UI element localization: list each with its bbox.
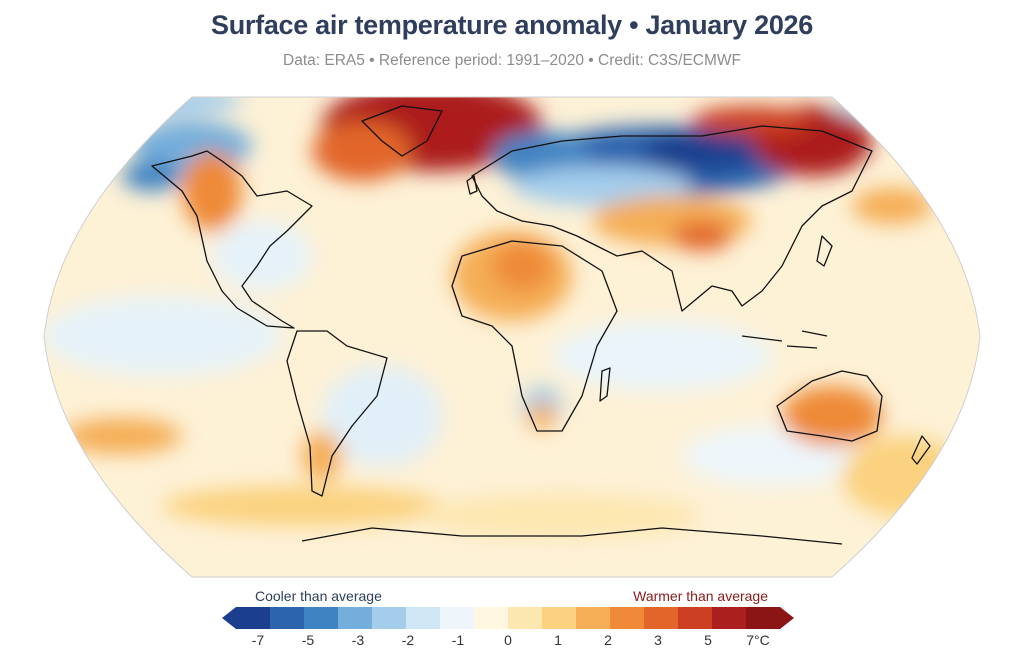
map-title: Surface air temperature anomaly • Januar… [211,10,813,40]
colorbar-tick-label: -3 [351,632,365,648]
colorbar-swatch [508,607,543,629]
colorbar-high-arrow [780,607,794,629]
colorbar-swatch [372,607,407,629]
globe-outline [43,96,981,578]
colorbar-tick-label: -7 [251,632,265,648]
colorbar-legend: Cooler than average Warmer than average … [222,586,794,656]
colorbar-swatch [338,607,373,629]
colorbar-tick-label: 2 [604,632,612,648]
colorbar-tick-label: -2 [401,632,415,648]
map-svg [43,96,981,578]
colorbar-swatch [270,607,305,629]
colorbar-swatch [576,607,611,629]
colorbar-swatch [236,607,271,629]
colorbar-tick-label: 7°C [746,632,770,648]
legend-cool-label: Cooler than average [255,588,382,604]
colorbar-swatch [712,607,747,629]
colorbar-tick-label: 5 [704,632,712,648]
map-subtitle: Data: ERA5 • Reference period: 1991–2020… [283,52,741,69]
coastlines [151,105,931,545]
legend-warm-label: Warmer than average [633,588,768,604]
colorbar-tick-label: 0 [504,632,512,648]
colorbar-tick-label: 3 [654,632,662,648]
colorbar-swatch [440,607,475,629]
colorbar-swatch [474,607,509,629]
colorbar-tick-label: -5 [301,632,315,648]
colorbar-swatch [644,607,679,629]
colorbar-swatch [678,607,713,629]
colorbar-swatch [542,607,577,629]
colorbar-swatch [304,607,339,629]
colorbar-tick-label: 1 [554,632,562,648]
colorbar-swatch [610,607,645,629]
colorbar-swatch [746,607,781,629]
colorbar-tick-label: -1 [451,632,465,648]
colorbar-swatch [406,607,441,629]
anomaly-map [42,96,982,578]
colorbar [222,607,794,629]
colorbar-low-arrow [222,607,236,629]
colorbar-ticks: -7 -5 -3 -2 -1 0 1 2 3 5 7°C [222,632,794,652]
anomaly-field [44,97,980,577]
